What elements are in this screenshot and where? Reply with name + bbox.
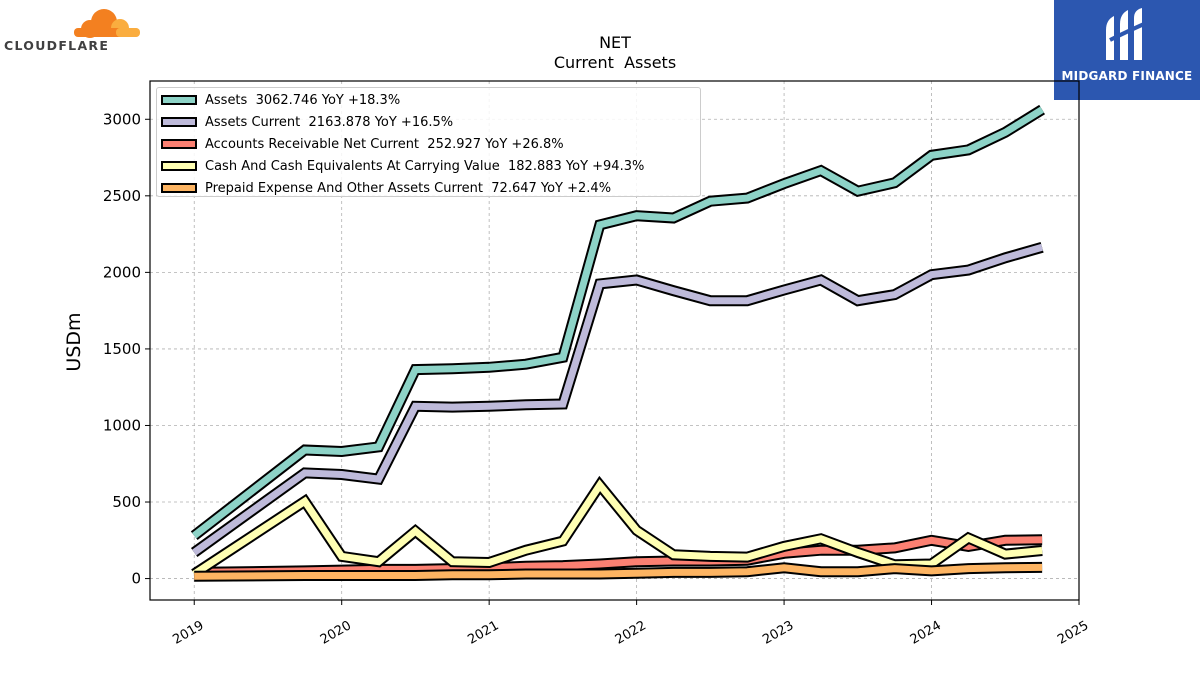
y-tick-label: 3000 (103, 110, 141, 128)
series-line (194, 563, 1043, 580)
y-tick-label: 0 (131, 570, 141, 588)
x-tick-label: 2022 (613, 618, 649, 648)
cloudflare-cloud-icon (74, 9, 140, 38)
y-tick-label: 500 (112, 493, 141, 511)
y-tick-label: 2000 (103, 263, 141, 281)
plot-frame (149, 80, 1080, 601)
legend-item: Cash And Cash Equivalents At Carrying Va… (157, 155, 644, 177)
chart-subtitle: Current Assets (554, 53, 676, 72)
legend-swatch (161, 139, 197, 149)
x-tick-label: 2021 (465, 618, 501, 648)
x-tick-label: 2020 (318, 618, 354, 648)
legend-item: Assets Current 2163.878 YoY +16.5% (157, 111, 453, 133)
y-tick-label: 1000 (103, 416, 141, 434)
legend-swatch (161, 183, 197, 193)
series-line (194, 536, 1043, 576)
legend-swatch (161, 95, 197, 105)
series-line (192, 106, 1044, 539)
x-tick-label: 2019 (170, 618, 206, 648)
y-tick-label: 2500 (103, 187, 141, 205)
y-tick-label: 1500 (103, 340, 141, 358)
legend-label: Cash And Cash Equivalents At Carrying Va… (205, 158, 645, 174)
legend-swatch (161, 117, 197, 127)
y-axis-label: USDm (63, 312, 85, 371)
chart-title: NET (599, 33, 631, 52)
x-tick-label: 2023 (760, 618, 796, 648)
legend-label: Accounts Receivable Net Current 252.927 … (205, 136, 564, 152)
midgard-emblem-icon (1106, 8, 1145, 60)
series-line (192, 243, 1044, 556)
legend-swatch (161, 161, 197, 171)
x-tick-label: 2025 (1055, 618, 1091, 648)
cloudflare-logo: CLOUDFLARE (4, 4, 144, 54)
legend-label: Assets Current 2163.878 YoY +16.5% (205, 114, 454, 130)
legend-item: Accounts Receivable Net Current 252.927 … (157, 133, 564, 155)
cloudflare-logo-text: CLOUDFLARE (4, 38, 110, 53)
series-lines (190, 104, 1045, 582)
legend-item: Assets 3062.746 YoY +18.3% (157, 89, 400, 111)
x-tick-label: 2024 (908, 618, 944, 648)
midgard-finance-logo: MIDGARD FINANCE (1054, 0, 1200, 100)
legend-item: Prepaid Expense And Other Assets Current… (157, 177, 611, 199)
legend: Assets 3062.746 YoY +18.3% Assets Curren… (156, 87, 701, 197)
legend-label: Assets 3062.746 YoY +18.3% (205, 92, 401, 108)
legend-label: Prepaid Expense And Other Assets Current… (205, 180, 612, 196)
midgard-logo-text: MIDGARD FINANCE (1061, 69, 1193, 83)
